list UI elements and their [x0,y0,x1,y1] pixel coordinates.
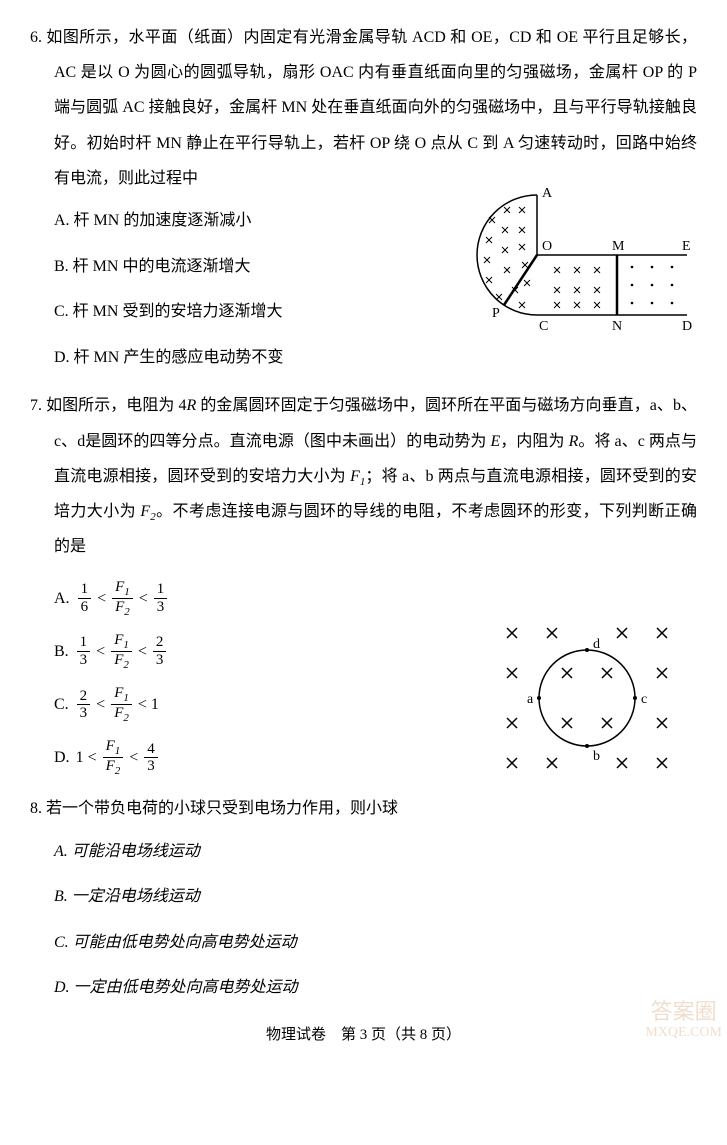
label-a: a [527,692,534,707]
q7-number: 7. [30,397,42,414]
label-A: A [542,186,553,201]
q7-F2: F2 [140,503,155,520]
q6-text: 如图所示，水平面（纸面）内固定有光滑金属导轨 ACD 和 OE，CD 和 OE … [46,29,697,187]
q8-option-d: D. 一定由低电势处向高电势处运动 [54,967,697,1009]
q7-t3: ，内阻为 [500,433,568,450]
label-N: N [612,319,622,334]
label-E: E [682,239,691,254]
question-6: 6. 如图所示，水平面（纸面）内固定有光滑金属导轨 ACD 和 OE，CD 和 … [30,20,697,378]
label-c: c [641,692,647,707]
q8-option-a: A. 可能沿电场线运动 [54,831,697,873]
q8-options: A. 可能沿电场线运动 B. 一定沿电场线运动 C. 可能由低电势处向高电势处运… [30,831,697,1009]
label-b: b [593,749,600,764]
label-O: O [542,239,552,254]
label-P: P [492,306,500,321]
q8-option-b: B. 一定沿电场线运动 [54,876,697,918]
label-C: C [539,319,548,334]
question-7: 7. 如图所示，电阻为 4R 的金属圆环固定于匀强磁场中，圆环所在平面与磁场方向… [30,388,697,777]
q8-option-c: C. 可能由低电势处向高电势处运动 [54,922,697,964]
q6-number: 6. [30,29,42,46]
label-D: D [682,319,692,334]
q6-figure: A O M E P C N D [467,185,697,358]
label-M: M [612,239,625,254]
q7-stem: 7. 如图所示，电阻为 4R 的金属圆环固定于匀强磁场中，圆环所在平面与磁场方向… [30,388,697,564]
q7-figure: d a c b [487,608,687,801]
page-footer: 物理试卷 第 3 页（共 8 页） [30,1019,697,1052]
q7-E: E [490,433,500,450]
question-8: 8. 若一个带负电荷的小球只受到电场力作用，则小球 A. 可能沿电场线运动 B.… [30,791,697,1009]
q7-R: R [187,397,197,414]
q8-number: 8. [30,800,42,817]
q6-stem: 6. 如图所示，水平面（纸面）内固定有光滑金属导轨 ACD 和 OE，CD 和 … [30,20,697,196]
q7-F1: F1 [350,468,365,485]
q8-text: 若一个带负电荷的小球只受到电场力作用，则小球 [46,800,398,817]
q7-t1: 如图所示，电阻为 4 [46,397,186,414]
label-d: d [593,637,600,652]
q8-stem: 8. 若一个带负电荷的小球只受到电场力作用，则小球 [30,791,697,826]
q7-R2: R [569,433,579,450]
